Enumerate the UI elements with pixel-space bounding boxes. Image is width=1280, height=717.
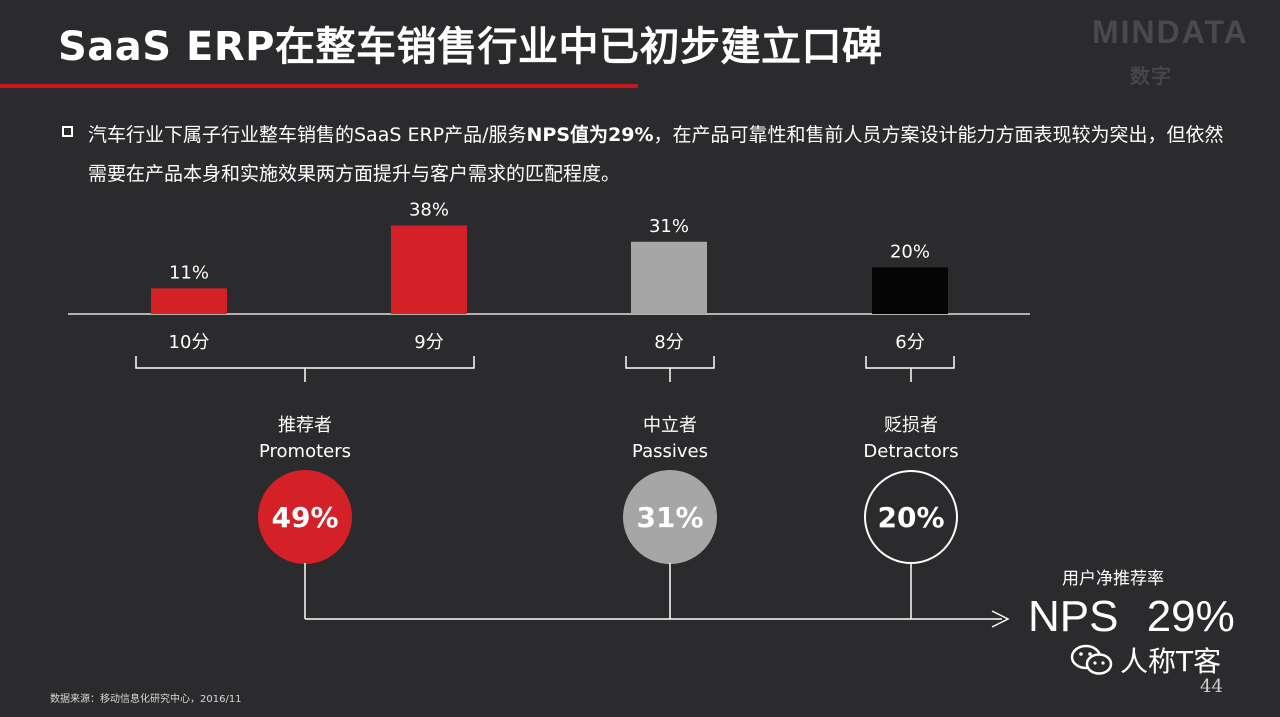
group-name-en-2: Detractors	[863, 441, 958, 462]
watermark-text: 人称T客	[1120, 645, 1222, 678]
page-number: 44	[1200, 676, 1223, 697]
brand-logo: MINDATA 数字	[1092, 6, 1272, 88]
wechat-icon	[1070, 644, 1113, 675]
bar-value-label-2: 31%	[649, 216, 689, 237]
summary-part1: 汽车行业下属子行业整车销售的SaaS ERP产品/服务	[88, 124, 527, 146]
summary-part2: ，在产品可靠性和售前人员方案设计能力方面表现较为突出，但依然需要在产品本身和实施…	[88, 124, 1224, 185]
summary-text: 汽车行业下属子行业整车销售的SaaS ERP产品/服务NPS值为29%，在产品可…	[88, 116, 1238, 194]
group-value-2: 20%	[877, 501, 944, 534]
bullet-square-icon	[62, 126, 73, 137]
group-name-cn-1: 中立者	[643, 415, 697, 436]
category-label-2: 8分	[654, 332, 683, 353]
bar-2	[631, 241, 707, 314]
bar-3	[872, 267, 948, 314]
group-brace-2	[865, 356, 955, 382]
bar-0	[151, 288, 227, 314]
group-value-1: 31%	[636, 501, 703, 534]
data-source: 数据来源：移动信息化研究中心，2016/11	[50, 694, 242, 705]
group-name-en-0: Promoters	[259, 441, 351, 462]
group-name-en-1: Passives	[632, 441, 708, 462]
summary-highlight: NPS值为29%	[526, 124, 654, 146]
title-underline	[0, 84, 638, 88]
logo-subtext: 数字	[1130, 64, 1172, 88]
page-title: SaaS ERP在整车销售行业中已初步建立口碑	[58, 24, 883, 70]
nps-result-label: 用户净推荐率	[1062, 569, 1164, 589]
category-label-3: 6分	[895, 332, 924, 353]
category-label-1: 9分	[414, 332, 443, 353]
watermark: 人称T客	[1070, 640, 1221, 680]
group-name-cn-0: 推荐者	[278, 415, 332, 436]
group-brace-0	[135, 356, 475, 382]
group-name-cn-2: 贬损者	[884, 415, 938, 436]
bar-value-label-3: 20%	[890, 241, 930, 262]
bar-1	[391, 225, 467, 314]
bar-value-label-0: 11%	[169, 262, 209, 283]
group-value-0: 49%	[271, 501, 338, 534]
result-arrow-head	[991, 610, 1010, 628]
category-label-0: 10分	[169, 332, 210, 353]
group-brace-1	[625, 356, 715, 382]
bar-value-label-1: 38%	[409, 199, 449, 220]
logo-text: MINDATA	[1092, 14, 1249, 50]
nps-result-value: NPS 29%	[1028, 592, 1235, 641]
